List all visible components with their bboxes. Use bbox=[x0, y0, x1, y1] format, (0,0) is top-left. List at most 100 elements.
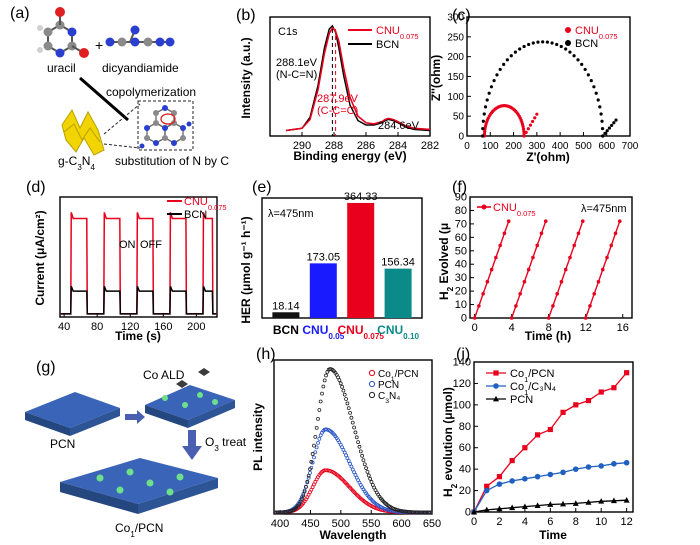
data-point bbox=[531, 41, 535, 45]
x-tick-label: 8 bbox=[573, 516, 579, 528]
data-point bbox=[314, 426, 319, 430]
annotation-label: 288.1eV bbox=[276, 57, 318, 69]
data-point bbox=[551, 304, 555, 308]
data-point bbox=[362, 462, 367, 467]
legend-marker-2 bbox=[368, 391, 376, 399]
data-point bbox=[316, 416, 320, 421]
data-point bbox=[513, 50, 518, 54]
data-point bbox=[623, 497, 630, 503]
x-tick-label: 700 bbox=[622, 141, 639, 152]
annotation-label: 287.9eV bbox=[317, 93, 359, 105]
chart-b-frame bbox=[269, 16, 431, 137]
data-point bbox=[610, 123, 614, 128]
co1-pcn-sheet-icon bbox=[60, 458, 218, 504]
data-point bbox=[509, 478, 515, 484]
data-point bbox=[313, 434, 318, 439]
data-point bbox=[568, 255, 572, 260]
co-ald-sheet-icon bbox=[145, 385, 235, 420]
x-tick-label: 12 bbox=[621, 516, 633, 528]
y-tick-label: 30 bbox=[455, 272, 467, 284]
x-tick-label: 600 bbox=[392, 518, 410, 530]
x-tick-label: 80 bbox=[91, 321, 103, 333]
chart-e-her-bars: (e) HER (μmol g⁻¹ h⁻¹) λ=475nm 18.14 BCN 173.… bbox=[239, 179, 423, 341]
bar-0 bbox=[272, 312, 300, 318]
data-point bbox=[589, 79, 593, 83]
uracil-label: uracil bbox=[47, 61, 76, 75]
data-point bbox=[585, 464, 592, 470]
y-tick-label: 50 bbox=[453, 112, 465, 123]
data-point bbox=[502, 231, 507, 236]
chart-b-ylabel: Intensity (a.u.) bbox=[239, 37, 253, 118]
panel-c-letter: (c) bbox=[452, 7, 471, 24]
x-tick-label: 650 bbox=[423, 518, 441, 530]
wavelength-annotation: λ=475nm bbox=[268, 208, 314, 220]
annotation-label: (C-C=C) bbox=[317, 105, 358, 117]
legend-label-1: PCN bbox=[378, 380, 399, 391]
data-point bbox=[623, 459, 630, 466]
o3-treat-label: O3 treat bbox=[205, 435, 247, 453]
data-point bbox=[614, 118, 618, 122]
series-bcn-line bbox=[285, 24, 431, 132]
right-arrow-icon bbox=[125, 410, 145, 424]
data-point bbox=[592, 85, 596, 89]
down-arrow-icon bbox=[182, 430, 202, 460]
data-point bbox=[471, 508, 477, 515]
uracil-molecule-icon bbox=[37, 7, 89, 58]
data-point bbox=[485, 98, 489, 102]
substitution-label: substitution of N by C bbox=[115, 154, 229, 168]
copolymerization-label: copolymerization bbox=[106, 85, 196, 99]
data-point bbox=[539, 231, 544, 236]
chart-c-xlabel: Z'(ohm) bbox=[526, 150, 570, 164]
bar-2 bbox=[347, 202, 375, 318]
data-point bbox=[360, 453, 365, 458]
data-point bbox=[428, 510, 433, 515]
data-point bbox=[522, 134, 526, 138]
co1-pcn-label: Co1/PCN bbox=[115, 521, 163, 539]
data-point bbox=[596, 279, 601, 284]
data-point bbox=[560, 469, 566, 476]
dicyandiamide-label: dicyandiamide bbox=[102, 61, 179, 75]
chart-d-ylabel: Current (μA/cm²) bbox=[33, 210, 47, 305]
data-point bbox=[302, 489, 307, 494]
data-point bbox=[489, 85, 494, 89]
data-point bbox=[509, 504, 516, 511]
panel-g: (g) PCN Co ALD O3 treat Co1/PCN bbox=[25, 359, 247, 539]
data-point bbox=[361, 458, 366, 463]
data-point bbox=[617, 219, 622, 223]
data-point bbox=[585, 499, 592, 505]
data-point bbox=[560, 409, 566, 415]
off-label: OFF bbox=[140, 239, 162, 251]
data-point bbox=[481, 292, 485, 296]
data-point bbox=[596, 98, 600, 102]
panel-d-letter: (d) bbox=[26, 179, 46, 196]
bar-value-label: 173.05 bbox=[306, 251, 340, 263]
data-point bbox=[505, 58, 509, 62]
y-tick-label: 100 bbox=[447, 92, 464, 103]
chart-d-photocurrent: (d) 40 80 120 160 200 Time (s) Current (μA/cm²)… bbox=[26, 179, 227, 343]
data-point bbox=[547, 501, 554, 507]
panel-a-letter: (a) bbox=[10, 5, 30, 22]
co-ald-label: Co ALD bbox=[143, 368, 185, 382]
data-point bbox=[300, 496, 304, 501]
pcn-sheet-icon bbox=[25, 392, 120, 428]
legend-bcn-label: BCN bbox=[184, 209, 207, 221]
x-tick-label: 288 bbox=[325, 140, 343, 152]
data-point bbox=[572, 466, 579, 472]
x-tick-label: 0 bbox=[464, 141, 470, 152]
data-point bbox=[506, 219, 511, 223]
y-tick-label: 300 bbox=[447, 13, 464, 24]
data-point bbox=[312, 455, 316, 460]
chart-d-frame bbox=[59, 196, 218, 318]
bar-category-label: CNU0.10 bbox=[377, 323, 419, 341]
pcn-label: PCN bbox=[50, 437, 75, 451]
dicyandiamide-molecule-icon bbox=[105, 25, 175, 47]
series-cnu-line bbox=[60, 212, 217, 315]
data-point bbox=[555, 42, 559, 47]
legend-label-2: PCN bbox=[510, 394, 533, 406]
chart-c-ylabel: Z''(ohm) bbox=[429, 55, 443, 101]
chart-f-frame bbox=[469, 196, 633, 319]
panel-f-letter: (f) bbox=[452, 179, 467, 196]
data-point bbox=[533, 116, 537, 120]
chart-e-frame bbox=[261, 197, 423, 319]
